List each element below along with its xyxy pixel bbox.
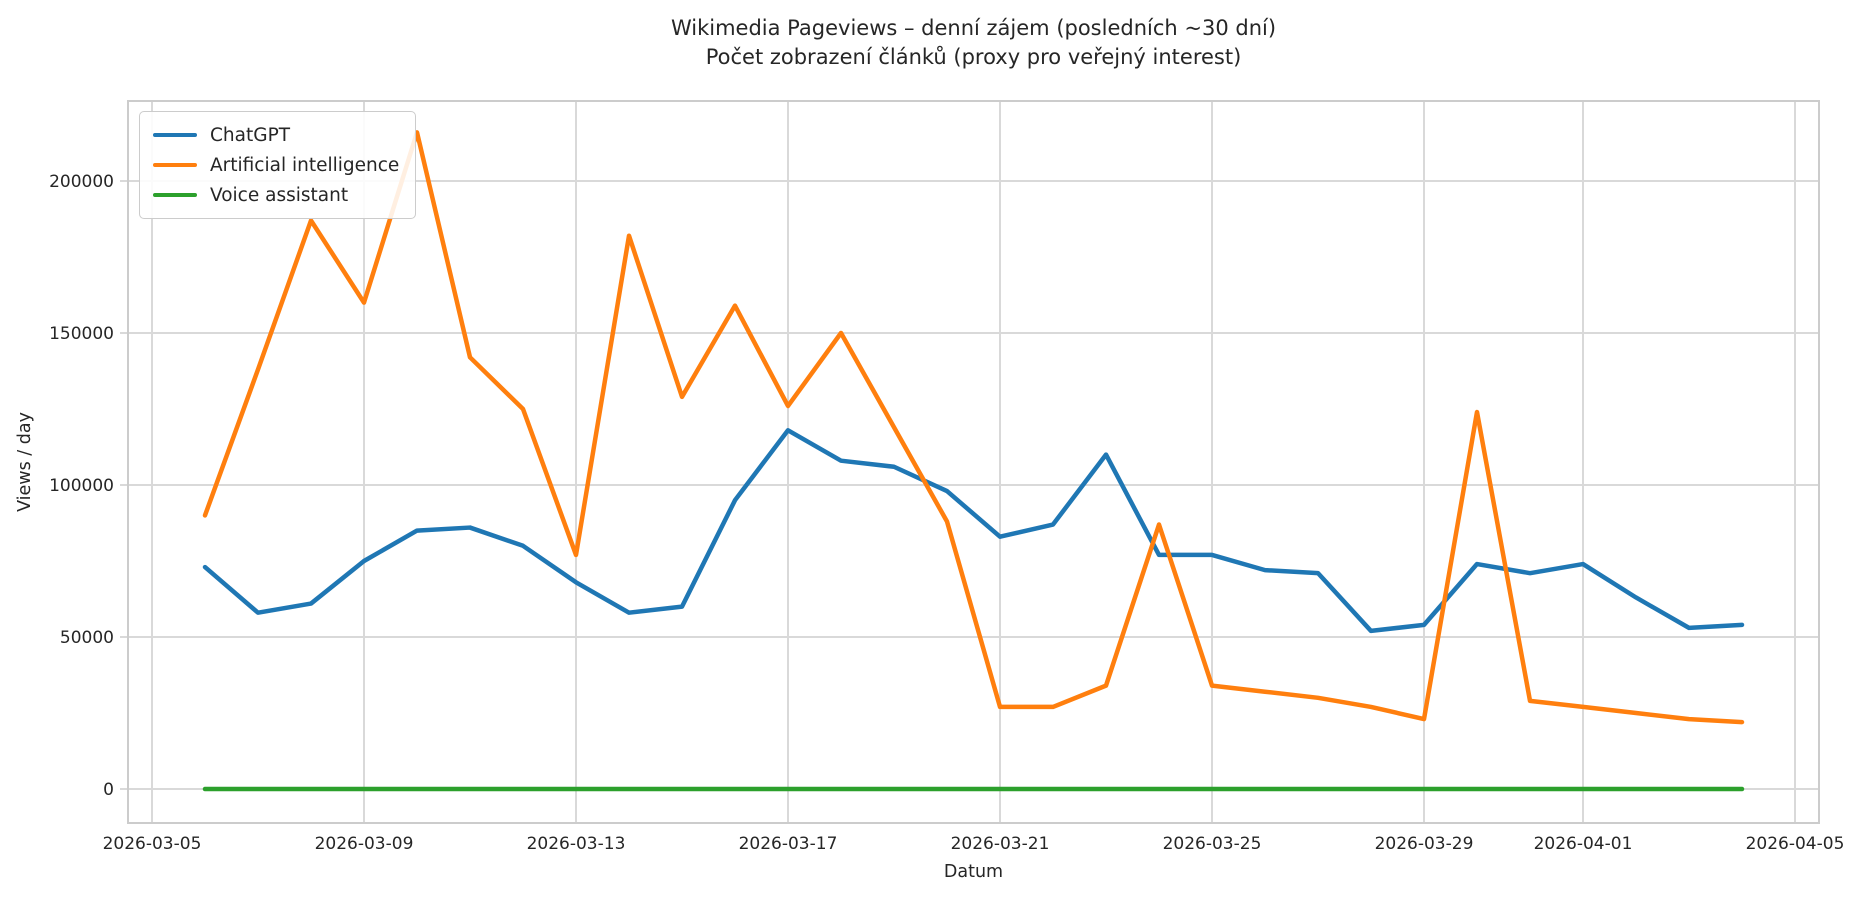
x-tick-label: 2026-03-17 (739, 834, 838, 854)
y-tick-label: 150000 (49, 324, 114, 344)
y-tick-label: 100000 (49, 476, 114, 496)
x-tick-label: 2026-04-01 (1534, 834, 1633, 854)
legend-line-swatch (153, 132, 197, 138)
x-tick-label: 2026-03-05 (103, 834, 202, 854)
x-tick-label: 2026-03-29 (1375, 834, 1474, 854)
y-tick-label: 50000 (60, 628, 114, 648)
legend-label: Artificial intelligence (210, 154, 400, 176)
legend-line-swatch (153, 192, 197, 198)
legend-label: ChatGPT (210, 124, 291, 146)
legend-line-swatch (153, 162, 197, 168)
chart-title-block: Wikimedia Pageviews – denní zájem (posle… (128, 14, 1819, 72)
x-tick-label: 2026-03-25 (1163, 834, 1262, 854)
chart-subtitle: Počet zobrazení článků (proxy pro veřejn… (705, 45, 1242, 69)
legend: ChatGPT Artificial intelligence Voice assi… (139, 111, 417, 219)
legend-item-voice-assistant: Voice assistant (153, 180, 399, 210)
x-tick-label: 2026-04-05 (1746, 834, 1845, 854)
plot-border (127, 100, 1820, 824)
series-line-artificial-intelligence (202, 130, 1745, 725)
y-tick-label: 200000 (49, 172, 114, 192)
series-line-chatgpt (202, 428, 1745, 634)
y-tick-label: 0 (103, 780, 114, 800)
legend-item-chatgpt: ChatGPT (153, 120, 399, 150)
x-axis-title: Datum (944, 862, 1003, 882)
x-tick-label: 2026-03-13 (527, 834, 626, 854)
legend-label: Voice assistant (210, 184, 349, 206)
x-tick-label: 2026-03-21 (951, 834, 1050, 854)
x-tick-label: 2026-03-09 (315, 834, 414, 854)
legend-item-artificial-intelligence: Artificial intelligence (153, 150, 399, 180)
y-axis-title: Views / day (15, 412, 35, 512)
chart-title: Wikimedia Pageviews – denní zájem (posle… (670, 16, 1277, 40)
